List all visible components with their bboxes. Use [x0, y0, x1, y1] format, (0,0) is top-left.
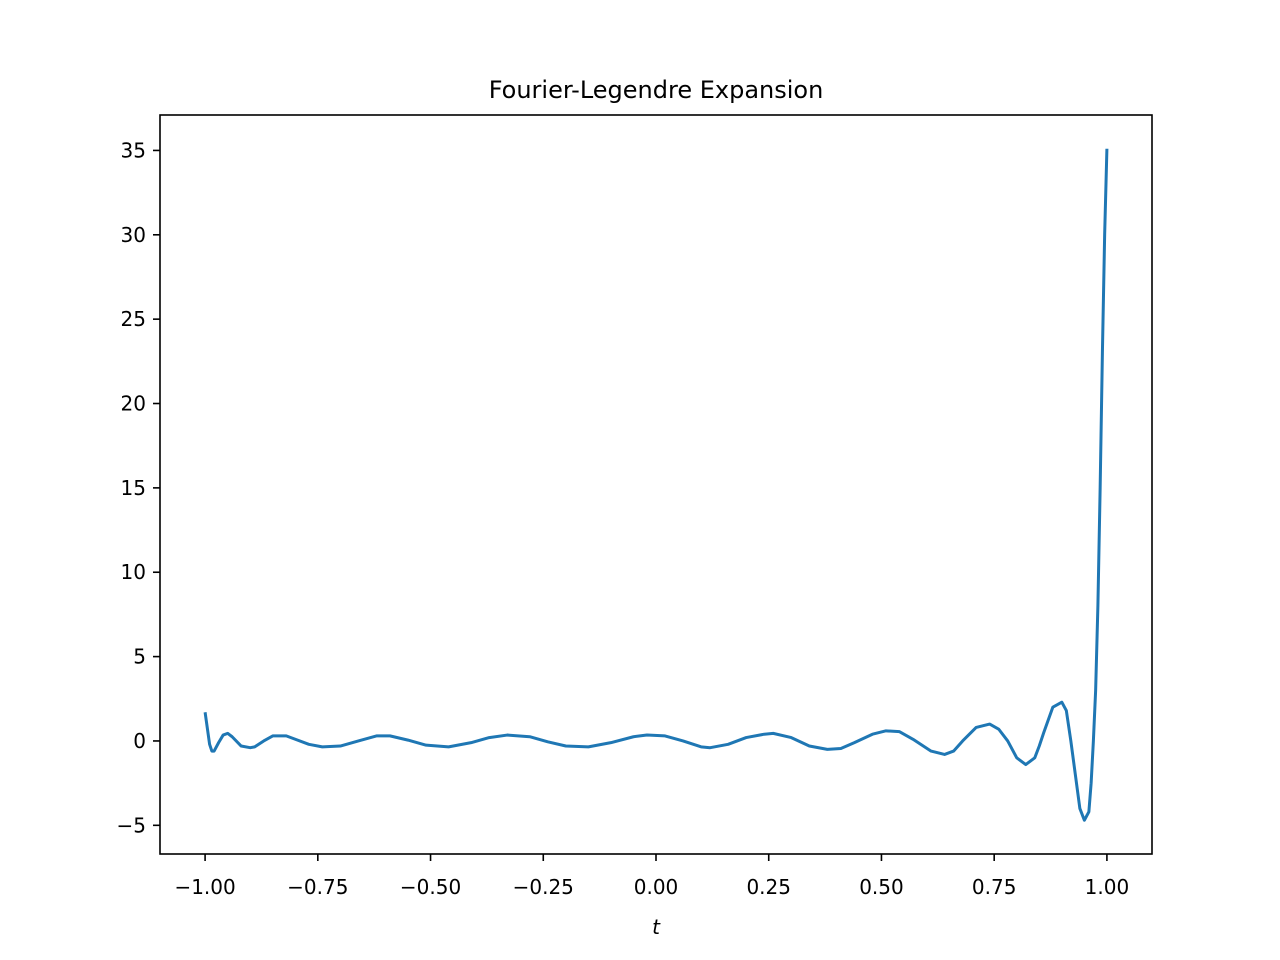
x-tick-label: −0.25 [513, 875, 574, 899]
x-tick-label: 0.25 [746, 875, 791, 899]
chart-title: Fourier-Legendre Expansion [489, 76, 824, 104]
y-tick-label: 35 [121, 138, 146, 162]
y-axis-ticks: −5 0 5 10 15 20 25 30 35 [117, 138, 160, 837]
x-axis-label: t [652, 915, 661, 939]
y-tick-label: 25 [121, 307, 146, 331]
x-tick-label: 0.75 [972, 875, 1017, 899]
x-tick-label: −1.00 [174, 875, 235, 899]
plot-area [203, 148, 1109, 822]
y-tick-label: −5 [117, 813, 146, 837]
y-tick-label: 10 [121, 560, 146, 584]
y-tick-label: 30 [121, 223, 146, 247]
y-tick-label: 0 [133, 729, 146, 753]
x-tick-label: −0.75 [287, 875, 348, 899]
y-tick-label: 5 [133, 645, 146, 669]
x-tick-label: −0.50 [400, 875, 461, 899]
plot-frame [159, 114, 1153, 855]
x-tick-label: 0.00 [634, 875, 679, 899]
x-axis-ticks: −1.00 −0.75 −0.50 −0.25 0.00 0.25 0.50 0.75 1.00 [174, 854, 1129, 899]
series-line-0 [203, 148, 1109, 822]
y-tick-label: 20 [121, 392, 146, 416]
x-tick-label: 0.50 [859, 875, 904, 899]
x-tick-label: 1.00 [1085, 875, 1130, 899]
y-tick-label: 15 [121, 476, 146, 500]
